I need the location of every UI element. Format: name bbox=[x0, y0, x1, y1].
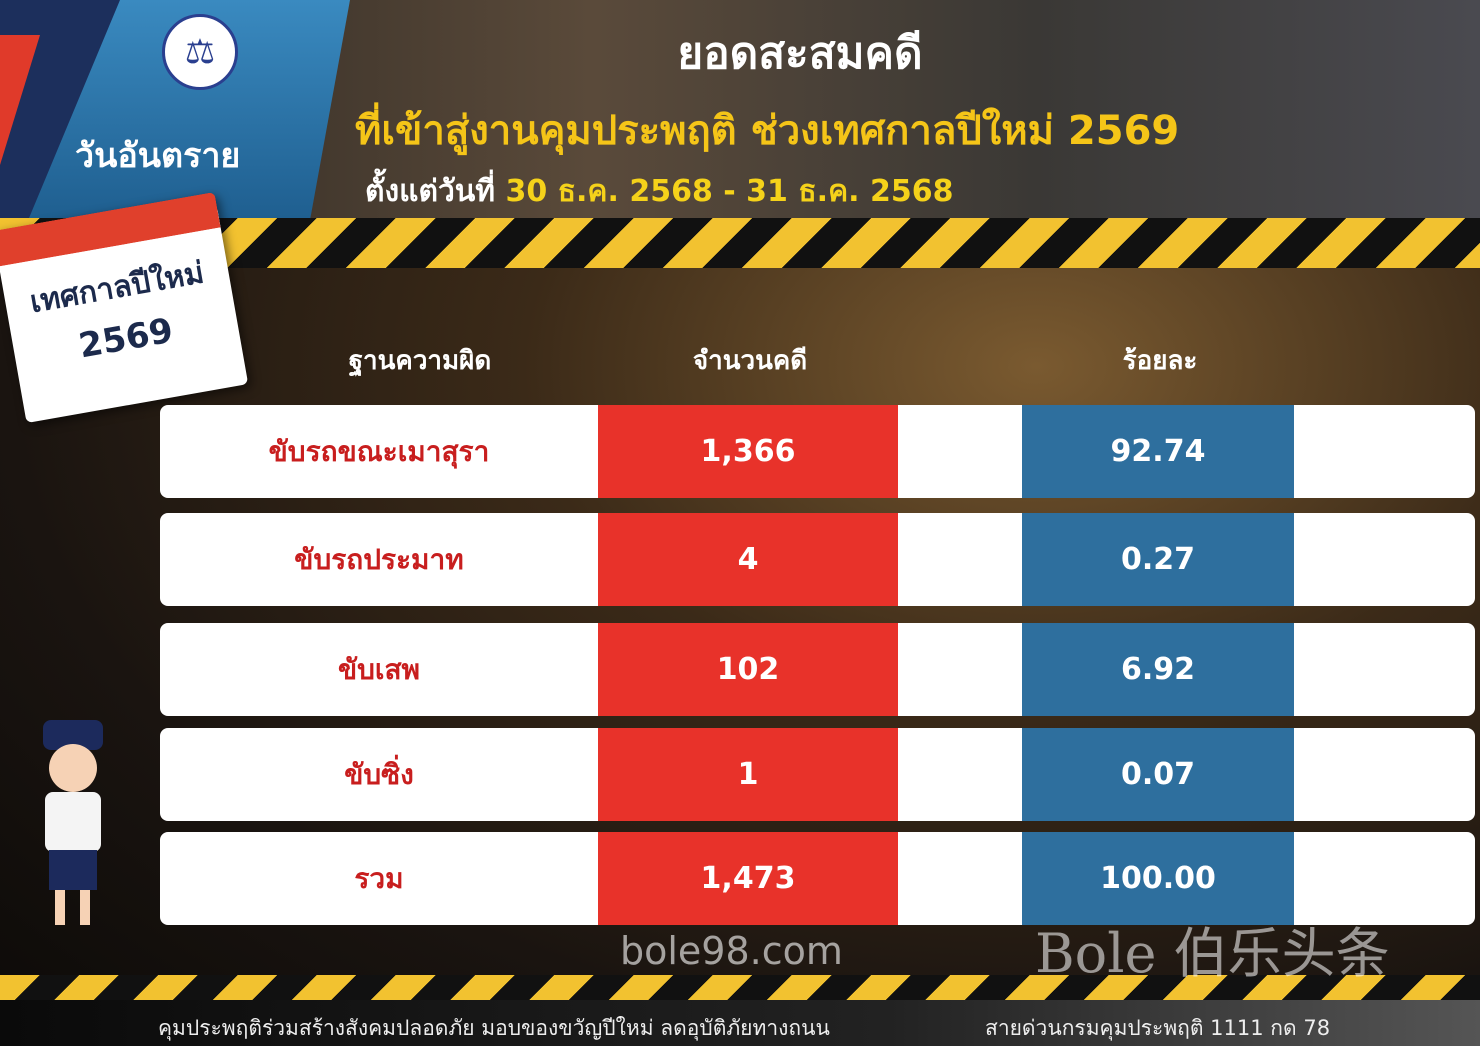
calendar-icon: เทศกาลปีใหม่ 2569 bbox=[0, 191, 249, 424]
department-logo-icon: ⚖ bbox=[162, 14, 238, 90]
date-prefix: ตั้งแต่วันที่ bbox=[365, 174, 496, 209]
cases-cell: 1,366 bbox=[598, 405, 898, 498]
cases-cell: 1 bbox=[598, 728, 898, 821]
footer: คุมประพฤติร่วมสร้างสังคมปลอดภัย มอบของขว… bbox=[0, 1000, 1480, 1046]
date-range: ตั้งแต่วันที่ 30 ธ.ค. 2568 - 31 ธ.ค. 256… bbox=[365, 168, 953, 215]
chevron-band-bottom bbox=[0, 975, 1480, 1000]
percent-cell: 0.07 bbox=[1022, 728, 1294, 821]
table-row: ขับรถขณะเมาสุรา 1,366 92.74 bbox=[160, 405, 1475, 498]
chevron-band-top bbox=[0, 218, 1480, 268]
cases-cell: 4 bbox=[598, 513, 898, 606]
offense-cell: ขับซิ่ง bbox=[344, 757, 414, 791]
table-row: ขับเสพ 102 6.92 bbox=[160, 623, 1475, 716]
table-row: ขับรถประมาท 4 0.27 bbox=[160, 513, 1475, 606]
badge-text: วันอันตราย bbox=[75, 136, 241, 176]
offense-cell: รวม bbox=[354, 861, 404, 895]
column-header-cases: จำนวนคดี bbox=[692, 346, 808, 376]
column-header-offense: ฐานความผิด bbox=[348, 346, 492, 376]
percent-cell: 6.92 bbox=[1022, 623, 1294, 716]
percent-cell: 0.27 bbox=[1022, 513, 1294, 606]
cases-cell: 1,473 bbox=[598, 832, 898, 925]
column-header-percent: ร้อยละ bbox=[1122, 346, 1198, 376]
offense-cell: ขับเสพ bbox=[337, 652, 421, 686]
offense-cell: ขับรถประมาท bbox=[294, 542, 464, 576]
page-subtitle: ที่เข้าสู่งานคุมประพฤติ ช่วงเทศกาลปีใหม่… bbox=[355, 108, 1180, 154]
cases-cell: 102 bbox=[598, 623, 898, 716]
table-row-total: รวม 1,473 100.00 bbox=[160, 832, 1475, 925]
offense-cell: ขับรถขณะเมาสุรา bbox=[268, 434, 490, 468]
watermark-site: bole98.com bbox=[620, 929, 843, 973]
page-title: ยอดสะสมคดี bbox=[677, 28, 923, 79]
footer-slogan: คุมประพฤติร่วมสร้างสังคมปลอดภัย มอบของขว… bbox=[158, 1016, 830, 1040]
officer-mascot-icon bbox=[43, 720, 103, 925]
footer-hotline: สายด่วนกรมคุมประพฤติ 1111 กด 78 bbox=[985, 1016, 1331, 1040]
watermark-logo: Bole 伯乐头条 bbox=[1035, 922, 1390, 985]
date-value: 30 ธ.ค. 2568 - 31 ธ.ค. 2568 bbox=[505, 174, 954, 209]
percent-cell: 92.74 bbox=[1022, 405, 1294, 498]
percent-cell: 100.00 bbox=[1022, 832, 1294, 925]
table-row: ขับซิ่ง 1 0.07 bbox=[160, 728, 1475, 821]
